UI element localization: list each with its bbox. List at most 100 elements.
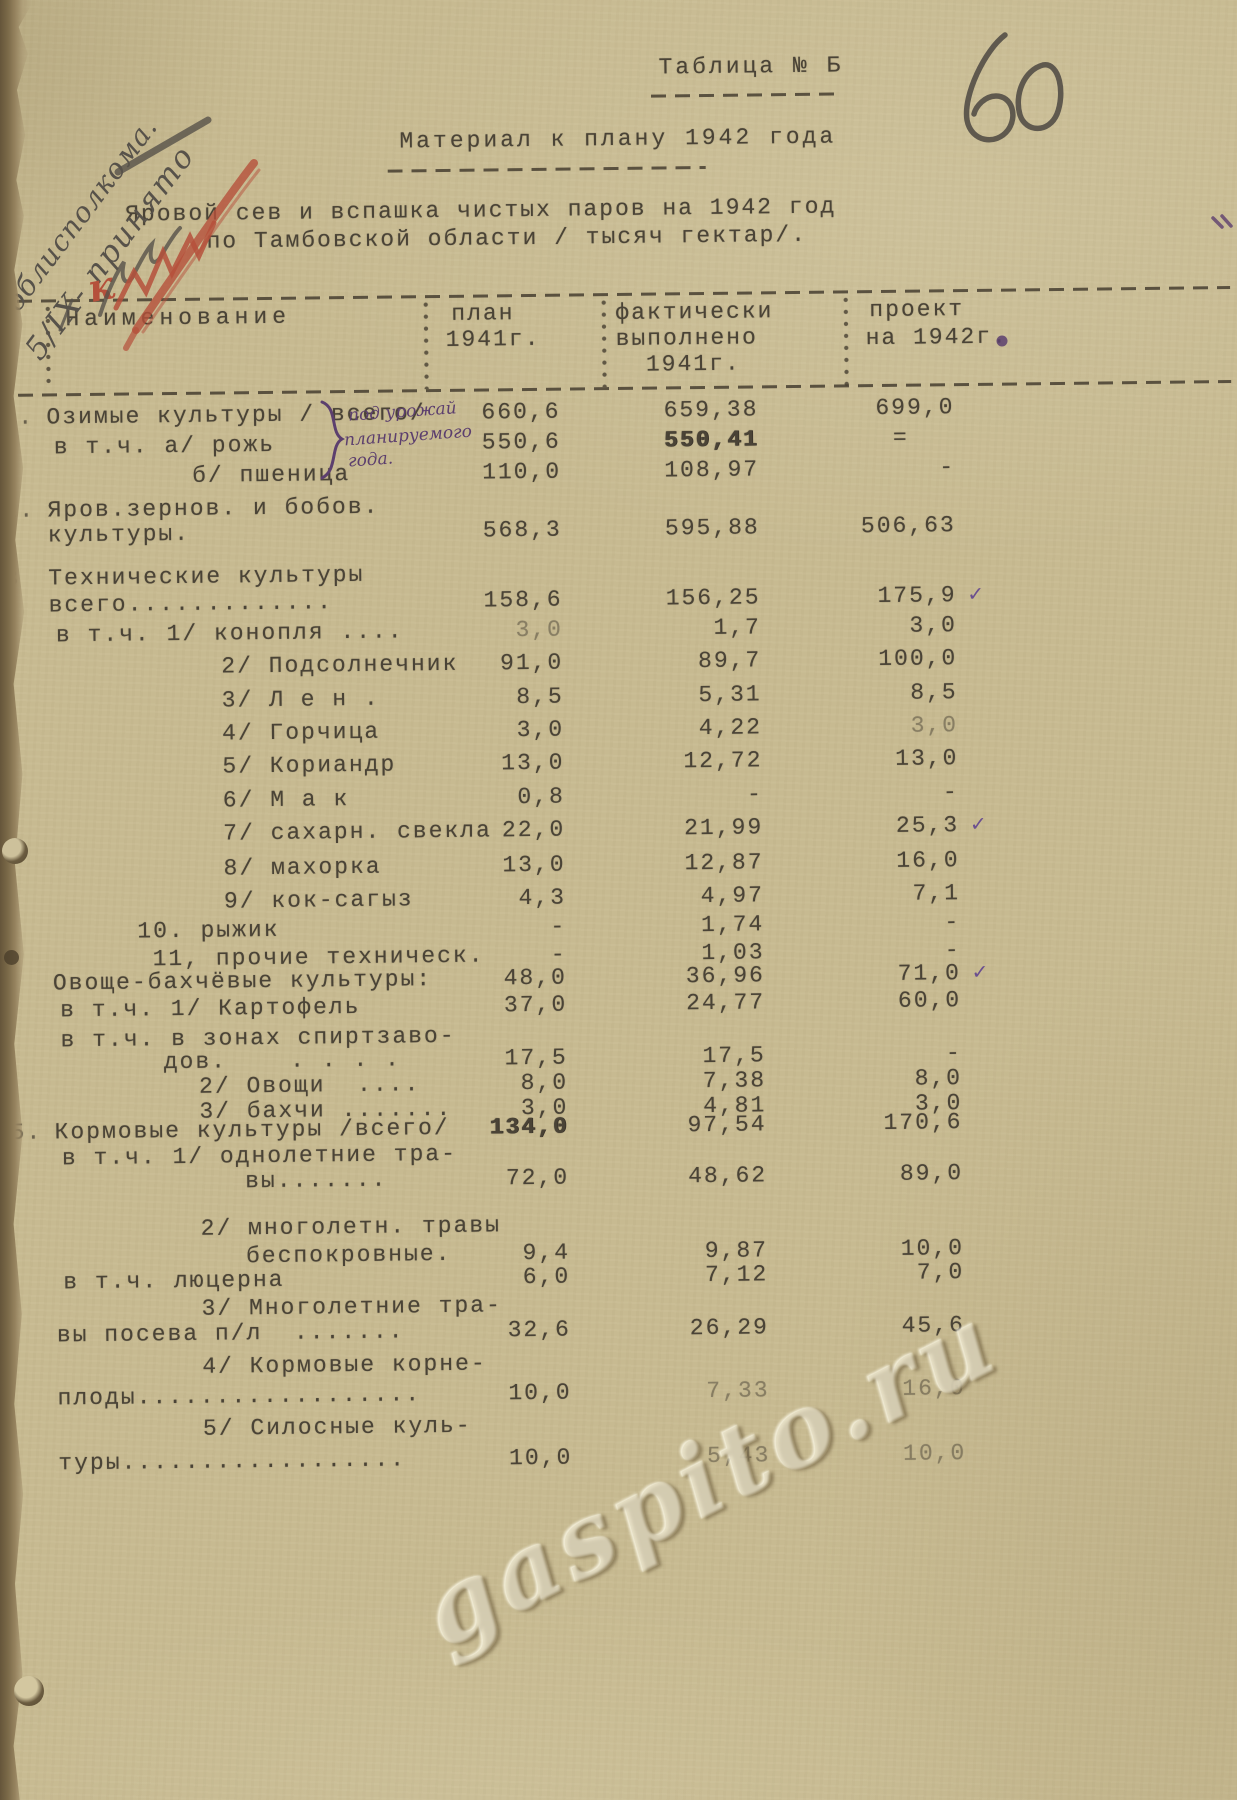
row-fact-1941 [571, 1347, 769, 1376]
header-plan-line2: 1941г. [445, 325, 541, 353]
row-fact-1941: 5,31 [698, 681, 762, 709]
row-proj-1942: - [944, 909, 961, 936]
row-plan-1941: 6,0 [522, 1263, 571, 1291]
row-plan-1941: 8,0 [520, 1069, 569, 1097]
row-name: 5/ Силосные куль- [202, 1412, 472, 1442]
row-fact-1941: 12,72 [683, 747, 763, 775]
row-plan-1941: 550,6 [481, 428, 561, 456]
row-fact-1941: 97,54 [687, 1111, 767, 1139]
row-plan-1941: 37,0 [503, 991, 568, 1019]
row-name: 9/ кок-сагыз [223, 886, 414, 915]
row-name: 7/ сахарн. свекла [223, 817, 492, 847]
purple-check-mark [966, 1437, 1237, 1467]
row-fact-1941: 1,74 [700, 911, 765, 939]
row-plan-1941: 4,3 [518, 884, 567, 912]
row-plan-1941: 8,5 [516, 683, 564, 711]
row-proj-1942: - [942, 779, 959, 806]
row-name: вы....... [245, 1166, 388, 1195]
row-plan-1941: 10,0 [508, 1379, 572, 1407]
row-fact-1941: 89,7 [697, 647, 762, 675]
purple-check-mark [957, 609, 1234, 639]
table-rows: 1. Озимые культуры / всего/ 660,6 659,38… [0, 391, 1237, 1478]
purple-check-mark [960, 906, 1237, 936]
row-fact-1941: 4,22 [698, 714, 763, 742]
row-proj-1942: 7,0 [916, 1259, 965, 1286]
row-name: в т.ч. люцерна [63, 1266, 285, 1296]
purple-check-mark [959, 844, 1236, 874]
row-plan-1941: 17,5 [504, 1044, 568, 1072]
row-fact-1941: - [746, 781, 763, 808]
row-name: в т.ч. а/ рожь [53, 431, 276, 461]
document-title: Материал к плану 1942 года [399, 123, 837, 155]
row-name: вы посева п/л ....... [56, 1318, 405, 1349]
paper-blemish-dot [4, 950, 19, 965]
punch-hole [14, 1676, 44, 1706]
row-fact-1941: 26,29 [689, 1314, 770, 1342]
row-plan-1941: 13,0 [502, 851, 566, 879]
row-plan-1941 [459, 1140, 569, 1168]
row-plan-1941 [451, 492, 561, 520]
row-name: 2/ Подсолнечник [221, 650, 459, 680]
row-proj-1942: = [892, 424, 909, 451]
purple-check-mark [958, 676, 1235, 706]
row-fact-1941: 12,87 [684, 849, 764, 877]
purple-check-mark [956, 509, 1233, 539]
header-name-column: Наименование [65, 303, 292, 333]
row-plan-1941: - [550, 913, 567, 940]
row-proj-1942: 699,0 [875, 394, 955, 422]
row-plan-1941 [462, 1412, 572, 1440]
purple-check-mark [956, 552, 1233, 582]
row-proj-1942: 60,0 [897, 987, 962, 1014]
row-name: в т.ч. 1/ конопля .... [55, 618, 404, 649]
row-plan-1941: 48,0 [503, 964, 568, 992]
purple-check-mark [957, 642, 1234, 672]
row-proj-1942: 16,0 [896, 847, 960, 874]
table-row: 5/ Кориандр 13,0 12,72 13,0 [0, 742, 1236, 783]
column-separator [601, 299, 608, 388]
purple-check-mark [964, 1256, 1237, 1286]
row-plan-1941 [460, 1212, 570, 1240]
row-plan-1941: 22,0 [501, 816, 566, 844]
row-plan-1941 [460, 1292, 570, 1320]
row-name: Озимые культуры / всего/ [46, 400, 426, 431]
row-fact-1941: 7,12 [704, 1261, 769, 1289]
header-plan-line1: план [451, 300, 515, 327]
purple-check-mark [963, 1157, 1237, 1187]
row-name: плоды.................. [57, 1381, 422, 1412]
purple-check-mark: ✓ [972, 959, 989, 987]
row-name: 5/ Кориандр [222, 751, 397, 780]
row-name: 2/ многолетн. травы [200, 1212, 502, 1242]
row-plan-1941: 13,0 [501, 749, 565, 777]
column-separator [45, 305, 52, 390]
row-plan-1941: 110,0 [481, 458, 562, 486]
row-fact-1941: 1,7 [713, 614, 762, 641]
row-name: 3/ Л е н . [221, 685, 380, 714]
column-separator [843, 296, 850, 389]
column-separator [423, 301, 430, 390]
table-row: 2/ Подсолнечник 91,0 89,7 100,0 [0, 642, 1234, 683]
row-plan-1941: 568,3 [482, 516, 562, 544]
row-proj-1942: - [939, 454, 956, 481]
row-fact-1941: 24,77 [686, 989, 766, 1017]
row-proj-1942: 8,5 [910, 679, 958, 706]
row-fact-1941: 21,99 [684, 814, 764, 842]
header-fact-line2: выполнено [615, 324, 759, 353]
row-fact-1941: 108,97 [664, 456, 760, 484]
row-proj-1942: 71,0 [897, 960, 961, 987]
header-fact-line1: фактически [615, 298, 774, 327]
row-plan-1941: 660,6 [481, 398, 561, 426]
row-fact-1941: 595,88 [664, 514, 760, 542]
row-plan-1941: 72,0 [505, 1164, 570, 1192]
row-proj-1942 [768, 1207, 964, 1236]
table-row: 7/ сахарн. свекла 22,0 21,99 25,3 ✓ [0, 809, 1236, 850]
row-name: культуры. [47, 520, 191, 549]
purple-check-mark [958, 709, 1235, 739]
row-proj-1942: 506,63 [860, 512, 956, 540]
purple-check-mark [960, 877, 1237, 907]
purple-check-mark [955, 421, 1232, 451]
row-plan-1941: 0,8 [517, 783, 565, 811]
dashed-underline [650, 92, 843, 98]
row-fact-1941: 36,96 [685, 962, 766, 990]
row-name: 4/ Горчица [221, 718, 381, 747]
